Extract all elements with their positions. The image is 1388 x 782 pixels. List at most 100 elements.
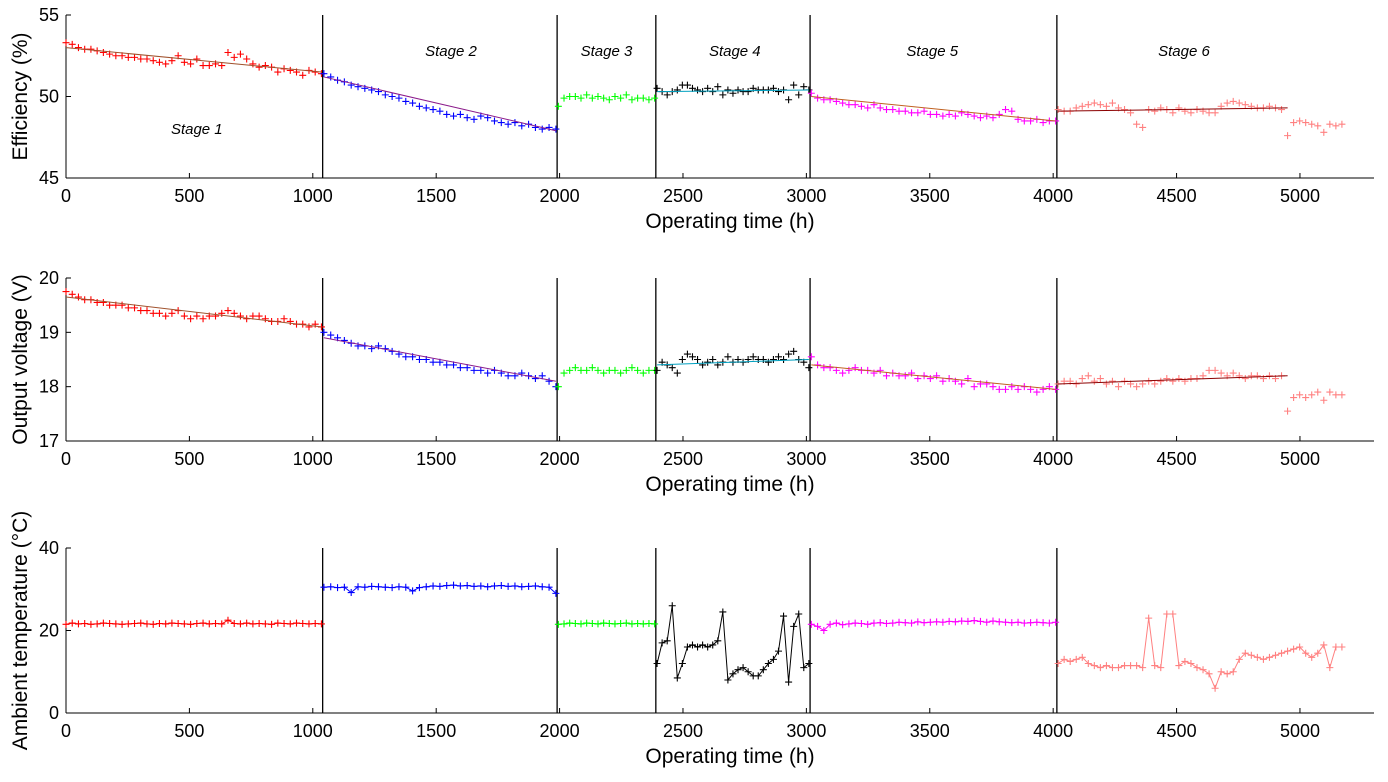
x-tick-label: 4000	[1033, 186, 1073, 206]
data-point	[1332, 391, 1340, 399]
data-point	[354, 583, 362, 591]
data-point	[1139, 123, 1147, 131]
data-point	[807, 620, 815, 628]
data-point	[628, 96, 636, 104]
y-tick-label: 45	[39, 168, 59, 188]
data-point	[1223, 99, 1231, 107]
data-point	[1175, 104, 1183, 112]
data-point	[456, 110, 464, 118]
data-point	[769, 356, 777, 363]
data-point	[566, 366, 574, 374]
data-point	[409, 587, 417, 595]
data-point	[774, 88, 782, 96]
data-point	[577, 94, 585, 102]
data-point	[299, 71, 307, 79]
data-point	[193, 619, 201, 627]
data-point	[617, 369, 625, 377]
data-point	[395, 94, 403, 102]
data-point	[143, 307, 151, 315]
data-point	[600, 94, 608, 102]
data-point	[280, 619, 288, 627]
data-point	[857, 102, 865, 110]
data-point	[511, 582, 519, 590]
data-point	[1157, 664, 1165, 672]
data-point	[518, 122, 526, 130]
data-point	[1002, 385, 1010, 393]
series-stage-2	[320, 581, 560, 597]
data-point	[1066, 657, 1074, 665]
y-tick-label: 40	[39, 538, 59, 558]
x-tick-label: 1500	[416, 449, 456, 469]
data-point	[790, 347, 798, 355]
data-point	[1332, 122, 1340, 130]
data-point	[970, 112, 978, 120]
x-tick-label: 2000	[540, 186, 580, 206]
data-point	[218, 62, 226, 70]
data-point	[124, 620, 132, 628]
data-point	[1211, 684, 1219, 692]
data-point	[554, 383, 562, 391]
data-point	[180, 620, 188, 628]
data-point	[1320, 396, 1328, 404]
data-point	[1278, 649, 1286, 657]
data-point	[719, 91, 727, 99]
data-point	[914, 109, 922, 117]
stage-label: Stage 2	[425, 43, 477, 60]
data-point	[714, 83, 722, 91]
data-point	[889, 619, 897, 627]
data-point	[663, 637, 671, 645]
data-point	[388, 93, 396, 100]
data-point	[926, 110, 934, 118]
data-point	[939, 377, 947, 385]
data-point	[174, 619, 182, 627]
data-point	[882, 372, 890, 380]
data-point	[255, 63, 263, 71]
data-point	[1296, 643, 1304, 651]
data-point	[450, 361, 458, 369]
data-point	[131, 619, 139, 627]
data-point	[436, 582, 444, 590]
data-point	[945, 617, 953, 625]
data-point	[463, 114, 471, 122]
data-point	[1302, 649, 1310, 657]
data-point	[1302, 394, 1310, 402]
data-point	[280, 315, 288, 323]
series-line	[1057, 613, 1342, 690]
data-point	[538, 125, 546, 133]
data-point	[688, 353, 696, 361]
data-point	[354, 342, 362, 350]
x-axis-title: Operating time (h)	[645, 745, 814, 768]
data-point	[1121, 106, 1129, 114]
data-point	[293, 619, 301, 627]
data-point	[617, 94, 625, 102]
data-point	[545, 377, 553, 385]
data-point	[688, 84, 696, 92]
data-point	[1296, 391, 1304, 399]
data-point	[1039, 385, 1047, 393]
data-point	[1060, 655, 1068, 663]
data-point	[243, 55, 251, 63]
data-point	[668, 364, 676, 372]
data-point	[673, 86, 681, 94]
data-point	[989, 383, 997, 391]
data-point	[651, 94, 659, 102]
chart-panel-2: 0 500 1000 1500 2000 2500 3000 3500 4000 4500 5000…	[9, 268, 1374, 496]
data-point	[1259, 375, 1267, 383]
data-point	[402, 353, 410, 361]
data-point	[600, 369, 608, 377]
data-point	[876, 619, 884, 627]
series-stage-1	[62, 39, 325, 79]
data-point	[694, 356, 702, 363]
trend-line	[65, 47, 322, 73]
data-point	[1241, 375, 1249, 383]
data-point	[807, 89, 815, 97]
data-point	[68, 290, 76, 298]
data-point	[889, 106, 897, 114]
data-point	[920, 107, 928, 115]
data-point	[106, 619, 114, 627]
data-point	[774, 353, 782, 361]
data-point	[484, 369, 492, 377]
data-point	[1320, 641, 1328, 649]
data-point	[1308, 120, 1316, 128]
y-tick-label: 19	[39, 322, 59, 342]
